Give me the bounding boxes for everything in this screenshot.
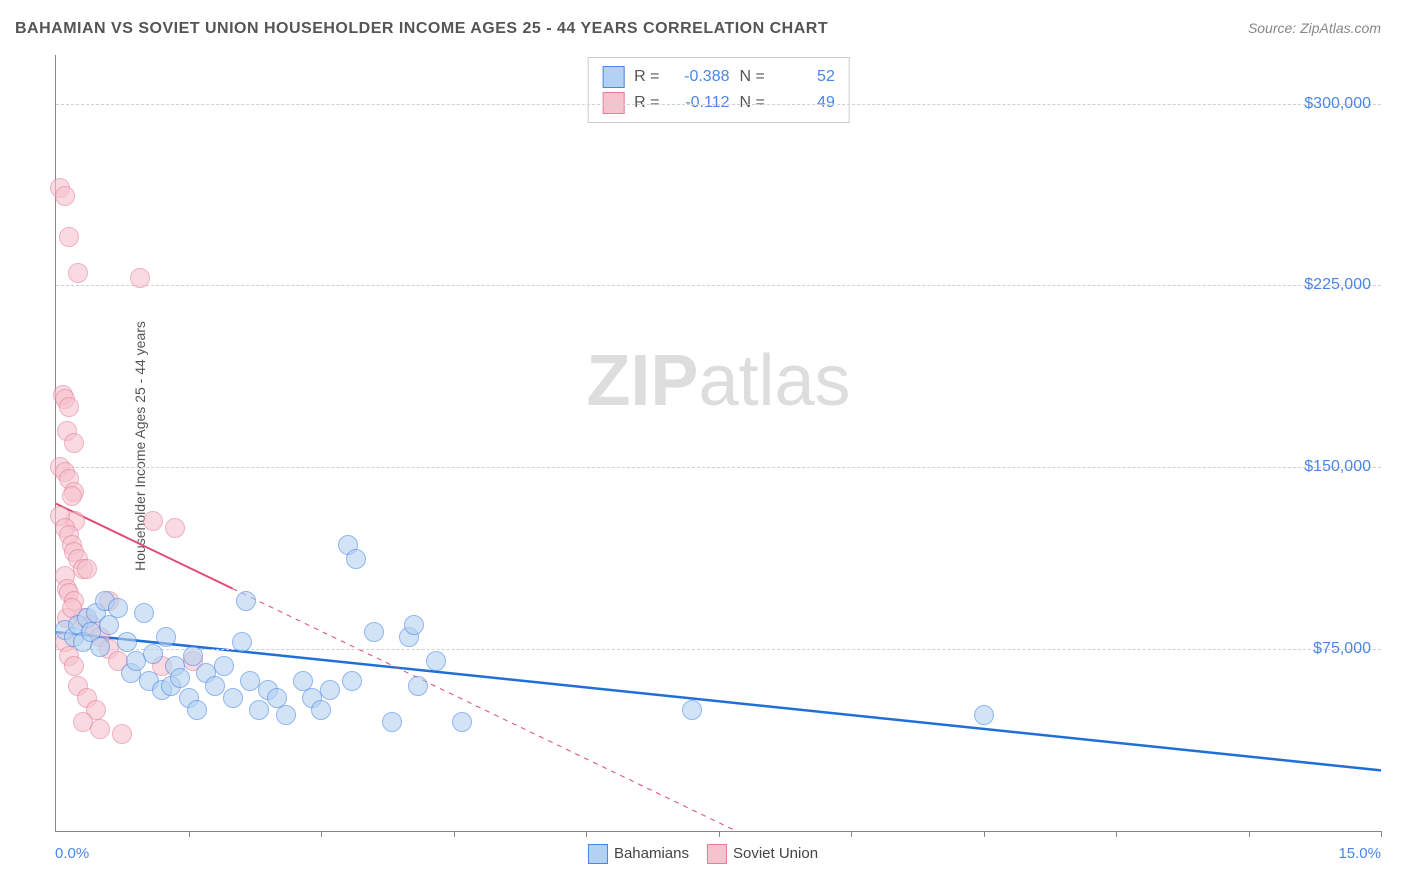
data-point <box>130 268 150 288</box>
x-tick <box>189 831 190 837</box>
data-point <box>223 688 243 708</box>
data-point <box>342 671 362 691</box>
gridline <box>56 649 1381 650</box>
x-tick <box>1249 831 1250 837</box>
data-point <box>382 712 402 732</box>
data-point <box>90 637 110 657</box>
data-point <box>90 719 110 739</box>
legend-swatch-bahamians <box>588 844 608 864</box>
data-point <box>276 705 296 725</box>
stat-label-r: R = <box>634 68 659 86</box>
x-axis-max-label: 15.0% <box>1338 845 1381 862</box>
source-attribution: Source: ZipAtlas.com <box>1248 20 1381 36</box>
stat-label-n: N = <box>740 68 765 86</box>
data-point <box>974 705 994 725</box>
x-tick <box>1381 831 1382 837</box>
data-point <box>143 644 163 664</box>
data-point <box>170 668 190 688</box>
x-tick <box>851 831 852 837</box>
data-point <box>143 511 163 531</box>
data-point <box>426 651 446 671</box>
data-point <box>404 615 424 635</box>
swatch-bahamians <box>602 66 624 88</box>
gridline <box>56 104 1381 105</box>
data-point <box>99 615 119 635</box>
data-point <box>320 680 340 700</box>
data-point <box>249 700 269 720</box>
data-point <box>165 518 185 538</box>
legend-label-bahamians: Bahamians <box>614 845 689 862</box>
legend-swatch-soviet <box>707 844 727 864</box>
legend-label-soviet: Soviet Union <box>733 845 818 862</box>
y-tick-label: $75,000 <box>1313 640 1371 658</box>
trend-line-dashed <box>233 589 737 831</box>
data-point <box>214 656 234 676</box>
data-point <box>64 433 84 453</box>
x-tick <box>1116 831 1117 837</box>
data-point <box>236 591 256 611</box>
x-tick <box>586 831 587 837</box>
data-point <box>62 486 82 506</box>
data-point <box>187 700 207 720</box>
legend-item-bahamians: Bahamians <box>588 844 689 864</box>
gridline <box>56 467 1381 468</box>
data-point <box>68 263 88 283</box>
legend-item-soviet: Soviet Union <box>707 844 818 864</box>
data-point <box>55 186 75 206</box>
chart-title: BAHAMIAN VS SOVIET UNION HOUSEHOLDER INC… <box>15 20 828 38</box>
data-point <box>452 712 472 732</box>
x-tick <box>321 831 322 837</box>
data-point <box>77 559 97 579</box>
data-point <box>205 676 225 696</box>
x-tick <box>454 831 455 837</box>
x-axis-min-label: 0.0% <box>55 845 89 862</box>
series-legend: Bahamians Soviet Union <box>588 844 818 864</box>
data-point <box>232 632 252 652</box>
data-point <box>112 724 132 744</box>
data-point <box>156 627 176 647</box>
data-point <box>346 549 366 569</box>
y-tick-label: $225,000 <box>1304 276 1371 294</box>
data-point <box>59 397 79 417</box>
y-tick-label: $150,000 <box>1304 458 1371 476</box>
x-tick <box>984 831 985 837</box>
data-point <box>117 632 137 652</box>
data-point <box>311 700 331 720</box>
data-point <box>134 603 154 623</box>
data-point <box>64 656 84 676</box>
scatter-plot-area: ZIPatlas R = -0.388 N = 52 R = -0.112 N … <box>55 55 1381 832</box>
data-point <box>59 227 79 247</box>
stats-row-bahamians: R = -0.388 N = 52 <box>602 64 835 90</box>
gridline <box>56 285 1381 286</box>
data-point <box>183 646 203 666</box>
y-tick-label: $300,000 <box>1304 95 1371 113</box>
stat-n-bahamians: 52 <box>775 68 835 86</box>
x-tick <box>719 831 720 837</box>
data-point <box>108 598 128 618</box>
stat-r-bahamians: -0.388 <box>670 68 730 86</box>
data-point <box>682 700 702 720</box>
data-point <box>364 622 384 642</box>
data-point <box>408 676 428 696</box>
correlation-stats-box: R = -0.388 N = 52 R = -0.112 N = 49 <box>587 57 850 123</box>
